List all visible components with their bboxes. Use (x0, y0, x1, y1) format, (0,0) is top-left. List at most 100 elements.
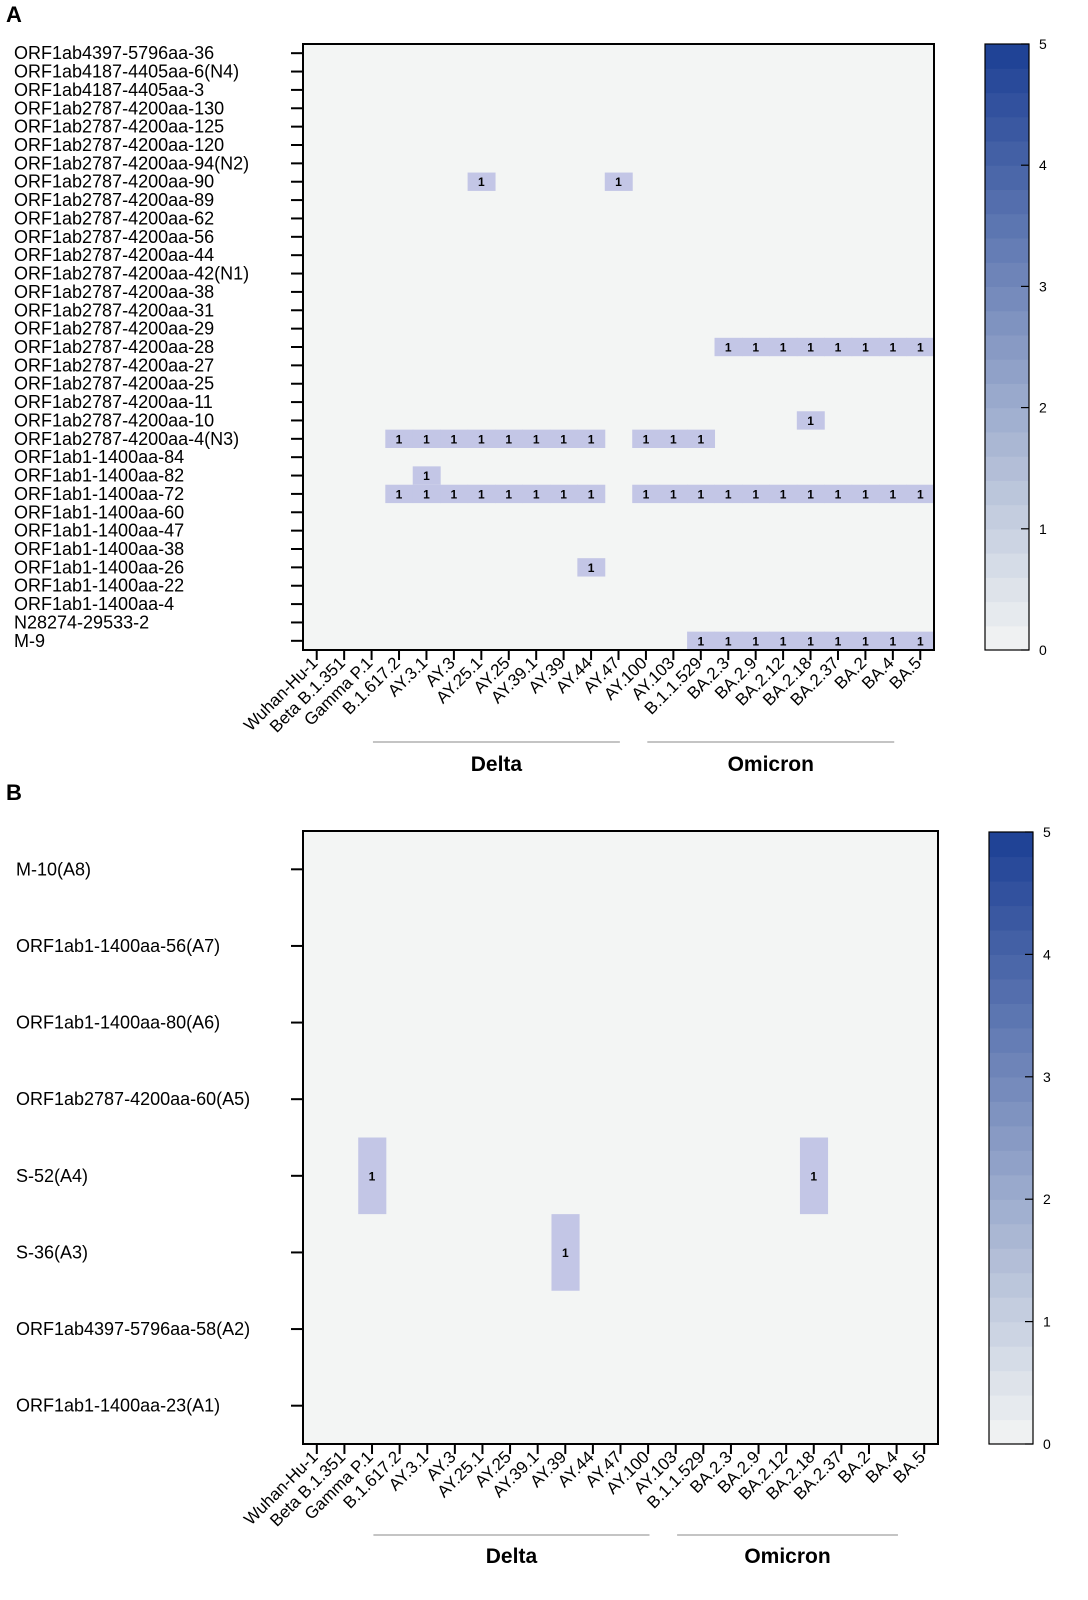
colorbar-tick-label: 2 (1039, 400, 1047, 416)
colorbar-swatch (985, 528, 1029, 554)
heatmap-cell (824, 337, 853, 357)
colorbar-swatch (985, 577, 1029, 603)
colorbar-swatch (985, 189, 1029, 215)
colorbar: 0 1 2 3 4 5 (984, 36, 1047, 658)
heatmap-cell (385, 429, 414, 448)
cell-value-label: 1 (917, 487, 924, 501)
y-tick-label: ORF1ab1-1400aa-84 (14, 447, 184, 467)
cell-value-label: 1 (396, 432, 403, 446)
colorbar-tick-label: 1 (1039, 521, 1047, 537)
y-tick-label: ORF1ab2787-4200aa-62 (14, 208, 214, 228)
heatmap-cell (851, 631, 880, 650)
y-tick-label: ORF1ab1-1400aa-23(A1) (16, 1396, 220, 1416)
heatmap-cell (385, 484, 414, 504)
heatmap-cell (522, 429, 551, 448)
heatmap-cell (769, 484, 798, 504)
colorbar-swatch (989, 1223, 1033, 1249)
x-tick-label: BA.5 (886, 653, 925, 692)
cell-value-label: 1 (560, 487, 567, 501)
cell-value-label: 1 (807, 341, 814, 355)
colorbar-swatch (989, 905, 1033, 931)
colorbar-swatch (985, 601, 1029, 627)
heatmap-cell (796, 337, 825, 357)
cell-value-label: 1 (562, 1246, 569, 1260)
heatmap-cell (440, 484, 469, 504)
y-tick-label: ORF1ab2787-4200aa-31 (14, 300, 214, 320)
cell-value-label: 1 (643, 487, 650, 501)
y-tick-label: ORF1ab2787-4200aa-56 (14, 227, 214, 247)
heatmap-cell (495, 429, 523, 448)
colorbar-swatch (989, 1321, 1033, 1347)
y-tick-label: ORF1ab1-1400aa-72 (14, 484, 184, 504)
cell-value-label: 1 (478, 487, 485, 501)
heatmap-cell (549, 429, 578, 448)
cell-value-label: 1 (697, 432, 704, 446)
colorbar-swatch (985, 456, 1029, 481)
colorbar-swatch (989, 880, 1033, 907)
cell-value-label: 1 (505, 432, 512, 446)
cell-value-label: 1 (588, 561, 595, 575)
cell-value-label: 1 (780, 341, 787, 355)
colorbar-swatch (989, 856, 1033, 882)
colorbar-swatch (989, 1101, 1033, 1127)
y-tick-label: ORF1ab1-1400aa-56(A7) (16, 936, 220, 956)
heatmap-cell (687, 484, 716, 504)
colorbar-swatch (989, 1199, 1033, 1225)
colorbar-tick-label: 4 (1043, 946, 1051, 962)
colorbar-swatch (989, 1027, 1033, 1053)
cell-value-label: 1 (725, 634, 732, 648)
heatmap-cell (358, 1137, 387, 1215)
heatmap-cell (824, 484, 853, 504)
y-tick-label: ORF1ab2787-4200aa-125 (14, 117, 224, 137)
y-tick-label: S-52(A4) (16, 1166, 88, 1186)
cell-value-label: 1 (917, 341, 924, 355)
cell-value-label: 1 (835, 341, 842, 355)
y-tick-label: ORF1ab2787-4200aa-27 (14, 355, 214, 375)
group-label: Delta (486, 1545, 538, 1568)
y-tick-label: ORF1ab2787-4200aa-89 (14, 190, 214, 210)
y-tick-label: ORF1ab4187-4405aa-6(N4) (14, 62, 239, 82)
cell-value-label: 1 (478, 175, 485, 189)
colorbar-swatch (989, 1174, 1033, 1200)
colorbar-swatch (989, 954, 1033, 980)
colorbar-swatch (989, 1297, 1033, 1323)
heatmap-cell (467, 172, 496, 191)
cell-value-label: 1 (670, 487, 677, 501)
y-tick-label: ORF1ab2787-4200aa-44 (14, 245, 214, 265)
colorbar-swatch (985, 140, 1029, 166)
y-tick-label: ORF1ab2787-4200aa-28 (14, 337, 214, 357)
plot-background (303, 831, 938, 1444)
heatmap-cell (440, 429, 469, 448)
cell-value-label: 1 (697, 634, 704, 648)
colorbar-swatch (989, 1125, 1033, 1151)
colorbar-tick-label: 0 (1043, 1436, 1051, 1452)
cell-value-label: 1 (725, 341, 732, 355)
colorbar-swatch (989, 1150, 1033, 1176)
colorbar-swatch (985, 504, 1029, 530)
colorbar-swatch (985, 44, 1029, 69)
colorbar-swatch (989, 1076, 1033, 1102)
heatmap-cell (549, 484, 578, 504)
heatmap-cell (412, 429, 441, 448)
colorbar-swatch (985, 553, 1029, 578)
cell-value-label: 1 (835, 487, 842, 501)
colorbar-tick-label: 3 (1043, 1069, 1051, 1085)
y-tick-label: ORF1ab2787-4200aa-38 (14, 282, 214, 302)
cell-value-label: 1 (835, 634, 842, 648)
cell-value-label: 1 (862, 487, 869, 501)
cell-value-label: 1 (780, 487, 787, 501)
cell-value-label: 1 (533, 487, 540, 501)
panel-B: B 1 1 1 M-10(A8) ORF1ab1-1400aa-56(A7) ORF1ab1… (6, 780, 1051, 1568)
heatmap-cell (659, 484, 688, 504)
cell-value-label: 1 (890, 487, 897, 501)
cell-value-label: 1 (807, 487, 814, 501)
colorbar: 0 1 2 3 4 5 (988, 824, 1051, 1452)
colorbar-swatch (989, 929, 1033, 955)
y-tick-label: ORF1ab2787-4200aa-60(A5) (16, 1089, 250, 1109)
heatmap-cell (467, 429, 496, 448)
colorbar-swatch (985, 165, 1029, 191)
heatmap-cell (412, 466, 441, 485)
heatmap-cell (796, 631, 825, 650)
cell-value-label: 1 (643, 432, 650, 446)
